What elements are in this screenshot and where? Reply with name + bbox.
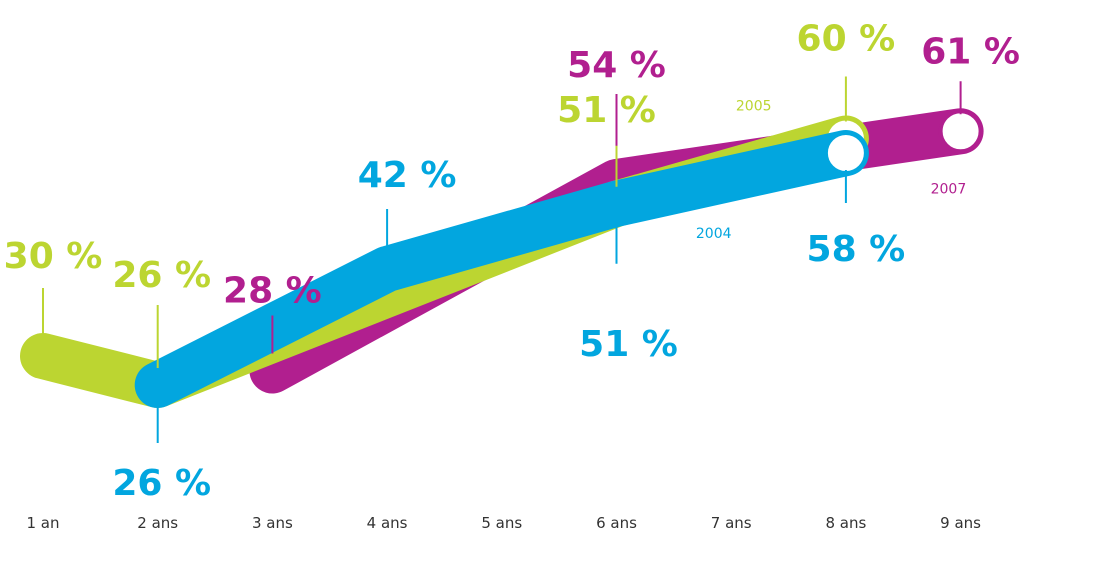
data-label-2005: 30 % [4,236,103,277]
x-tick-label: 5 ans [481,514,522,532]
data-label-2004: 51 % [579,324,678,365]
series-end-marker-2004 [823,131,868,175]
data-label-2004: 26 % [112,463,211,504]
data-label-2005: 60 % [797,19,896,60]
series-name-label-2004: 2004 [696,226,732,242]
data-label-2007: 28 % [223,271,322,312]
data-label-2007: 54 % [567,45,666,86]
data-label-2005: 26 % [112,255,211,296]
x-tick-label: 3 ans [252,514,293,532]
x-axis: 1 an 2 ans 3 ans 4 ans 5 ans 6 ans 7 ans 8 ans 9… [26,514,981,532]
x-tick-label: 6 ans [596,514,637,532]
x-tick-label: 7 ans [711,514,752,532]
x-tick-label: 1 an [26,514,59,532]
x-tick-label: 4 ans [367,514,408,532]
series-name-label-2005: 2005 [736,99,772,115]
x-tick-label: 9 ans [940,514,981,532]
data-label-2005: 51 % [557,90,656,131]
x-tick-label: 8 ans [825,514,866,532]
series-end-marker-2007 [938,109,983,154]
series-name-label-2007: 2007 [931,181,967,197]
x-tick-label: 2 ans [137,514,178,532]
data-label-2004: 58 % [807,229,906,270]
data-label-2004: 42 % [358,155,457,196]
data-label-2007: 61 % [921,31,1020,72]
